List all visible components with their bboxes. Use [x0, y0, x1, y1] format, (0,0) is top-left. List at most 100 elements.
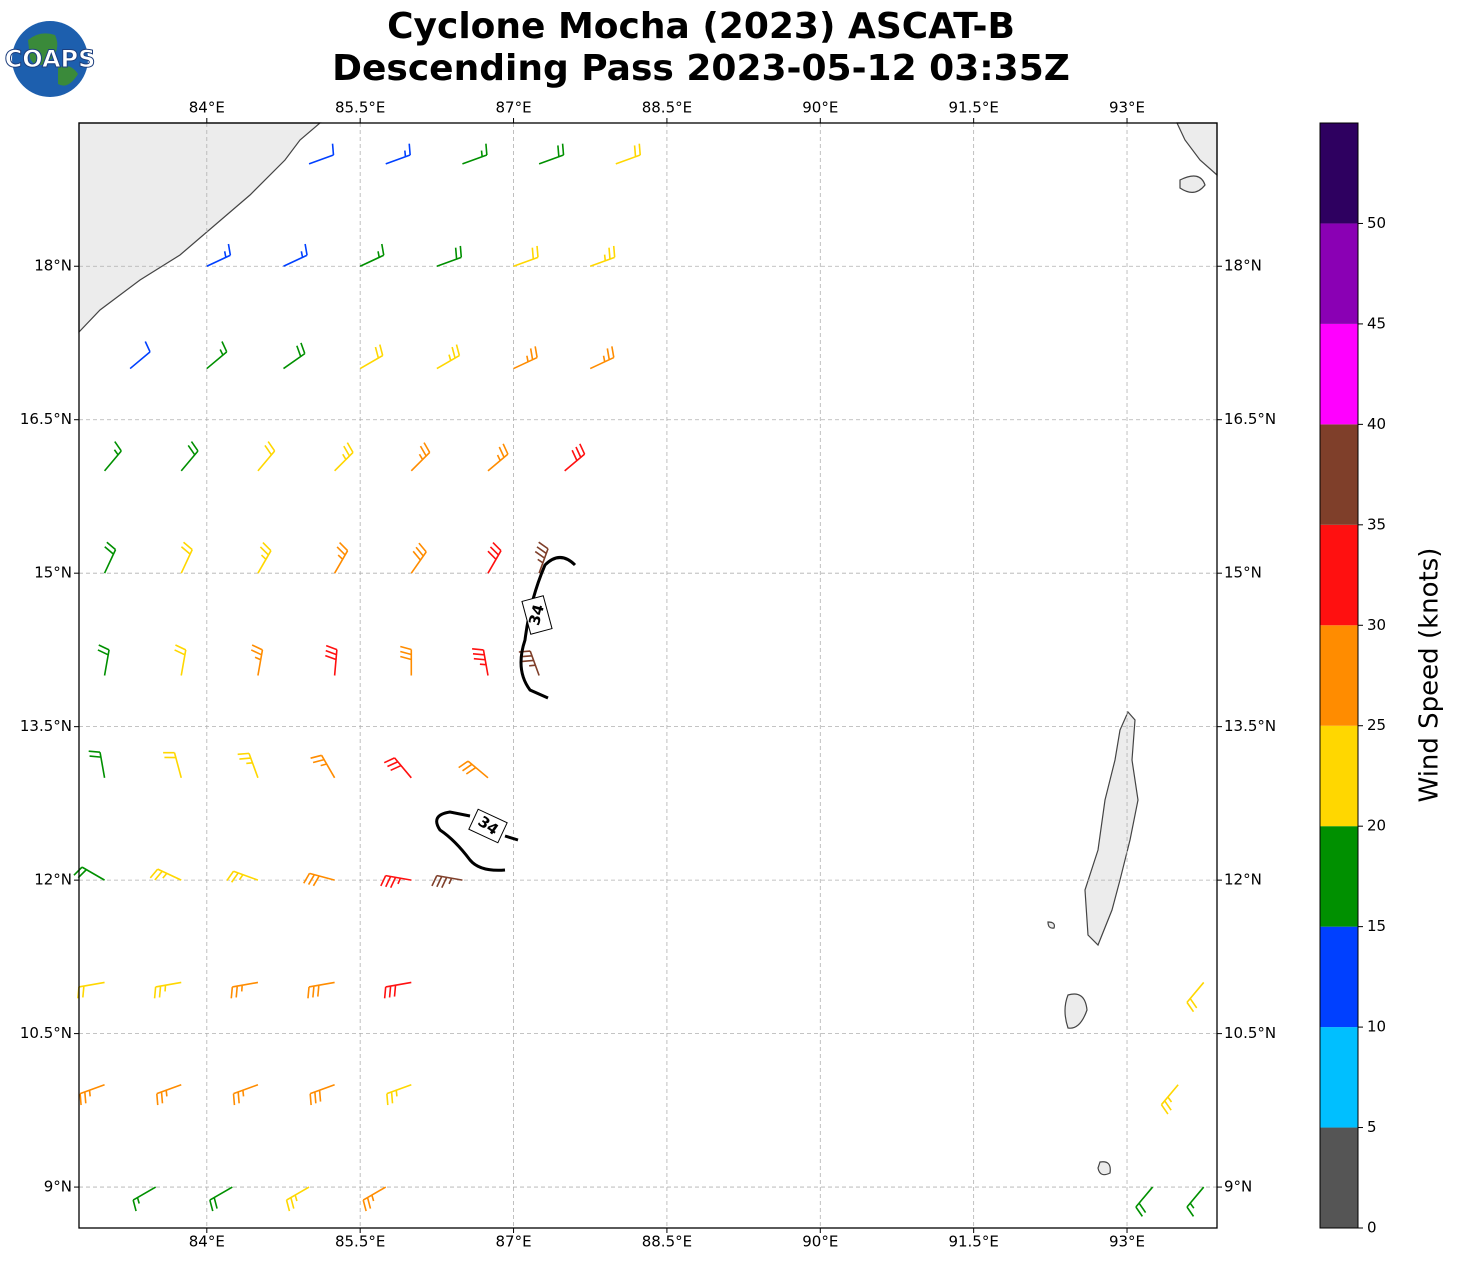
wind-barb — [472, 648, 489, 676]
colorbar-band — [1320, 524, 1358, 626]
map-frame — [78, 122, 1218, 1229]
y-tick-label: 9°N — [44, 1178, 72, 1196]
colorbar-tick-label: 20 — [1367, 817, 1386, 835]
wind-barb — [309, 1084, 335, 1106]
colorbar-band — [1320, 926, 1358, 1028]
wind-barb — [410, 542, 427, 574]
colorbar-label: Wind Speed (knots) — [1415, 548, 1445, 803]
wind-barb — [534, 541, 549, 574]
wind-barb — [174, 644, 187, 676]
wind-barb — [307, 981, 335, 999]
wind-barb — [513, 245, 539, 267]
wind-barb — [1186, 981, 1205, 1013]
y-tick-label: 13.5°N — [1224, 717, 1276, 735]
y-tick-label: 18°N — [34, 257, 72, 275]
wind-barb — [149, 868, 182, 881]
x-tick-label: 91.5°E — [948, 99, 998, 117]
x-tick-label: 87°E — [496, 99, 532, 117]
logo: COAPS — [4, 21, 96, 97]
wind-barb — [538, 143, 565, 165]
wind-barb — [383, 981, 412, 999]
wind-barb — [431, 874, 463, 889]
y-tick-label: 9°N — [1224, 1178, 1252, 1196]
wind-barb — [237, 752, 259, 779]
colorbar-tick-label: 45 — [1367, 314, 1386, 332]
colorbar-tick-label: 10 — [1367, 1018, 1386, 1036]
wind-barb — [385, 143, 411, 165]
x-tick-label: 88.5°E — [642, 1233, 692, 1251]
grid — [79, 123, 1217, 1228]
x-tick-label: 93°E — [1109, 99, 1145, 117]
small-islands — [1047, 921, 1111, 1176]
wind-barb — [103, 441, 122, 472]
wind-barb — [380, 874, 412, 889]
wind-barb — [333, 542, 349, 574]
wind-barb — [462, 143, 488, 165]
colorbar-tick-label: 25 — [1367, 716, 1386, 734]
colorbar-tick-label: 50 — [1367, 214, 1386, 232]
wind-barb — [1160, 1084, 1179, 1115]
wind-barb — [206, 341, 228, 370]
colorbar-band — [1320, 123, 1358, 224]
y-tick-label: 18°N — [1224, 257, 1262, 275]
wind-barb — [257, 542, 272, 574]
wind-barb — [153, 981, 182, 999]
wind-barb — [88, 750, 106, 778]
chart-subtitle: Descending Pass 2023-05-12 03:35Z — [332, 48, 1070, 89]
wind-barb — [1135, 1186, 1154, 1217]
wind-barb — [310, 754, 336, 779]
contour-label: 34 — [525, 602, 548, 627]
wind-barb — [283, 342, 306, 370]
myanmar-coast — [1176, 122, 1218, 193]
wind-barb — [103, 541, 117, 574]
colorbar-band — [1320, 1027, 1358, 1128]
colorbar-band — [1320, 323, 1358, 425]
x-tick-label: 87°E — [496, 1233, 532, 1251]
colorbar-tick-label: 35 — [1367, 515, 1386, 533]
wind-barb — [518, 650, 540, 676]
wind-barb — [180, 541, 193, 574]
wind-barb — [362, 1186, 387, 1212]
wind-barb — [436, 245, 463, 267]
colorbar-tick-label: 5 — [1367, 1118, 1377, 1136]
y-tick-label: 12°N — [1224, 871, 1262, 889]
wind-barb — [400, 645, 413, 676]
wind-barb — [79, 1084, 105, 1106]
colorbar: 0 5 10 15 20 25 30 35 40 45 50 — [1319, 122, 1386, 1237]
wind-barb — [180, 441, 199, 472]
x-tick-label: 84°E — [189, 99, 225, 117]
wind-barb — [209, 1186, 233, 1212]
wind-barb — [257, 441, 276, 472]
y-tick-label: 15°N — [1224, 564, 1262, 582]
colorbar-band — [1320, 826, 1358, 927]
wind-barb — [359, 344, 384, 370]
andaman-islands — [1084, 710, 1139, 947]
wind-barb — [589, 245, 616, 267]
wind-barb — [487, 542, 502, 574]
wind-barb — [206, 243, 232, 267]
y-tick-label: 13.5°N — [20, 717, 72, 735]
colorbar-tick-label: 15 — [1367, 917, 1386, 935]
colorbar-band — [1320, 223, 1358, 324]
wind-barb — [308, 143, 335, 165]
y-tick-label: 10.5°N — [1224, 1024, 1276, 1042]
logo-text: COAPS — [5, 45, 96, 73]
colorbar-tick-label: 40 — [1367, 415, 1386, 433]
wind-barb — [1186, 1186, 1205, 1217]
wind-barb — [250, 644, 264, 676]
wind-barb — [97, 644, 110, 676]
wind-barb — [359, 243, 385, 267]
wind-barb — [230, 981, 259, 999]
india-coast — [78, 122, 322, 334]
x-tick-label: 84°E — [189, 1233, 225, 1251]
wind-barb — [334, 442, 354, 472]
x-tick-label: 90°E — [802, 1233, 838, 1251]
wind-barb — [410, 442, 431, 472]
wind-barb — [129, 341, 151, 370]
x-tick-label: 91.5°E — [948, 1233, 998, 1251]
wind-barb — [487, 443, 509, 472]
wind-barb — [383, 757, 412, 779]
wind-barb — [303, 872, 335, 887]
wind-barb — [325, 644, 338, 676]
